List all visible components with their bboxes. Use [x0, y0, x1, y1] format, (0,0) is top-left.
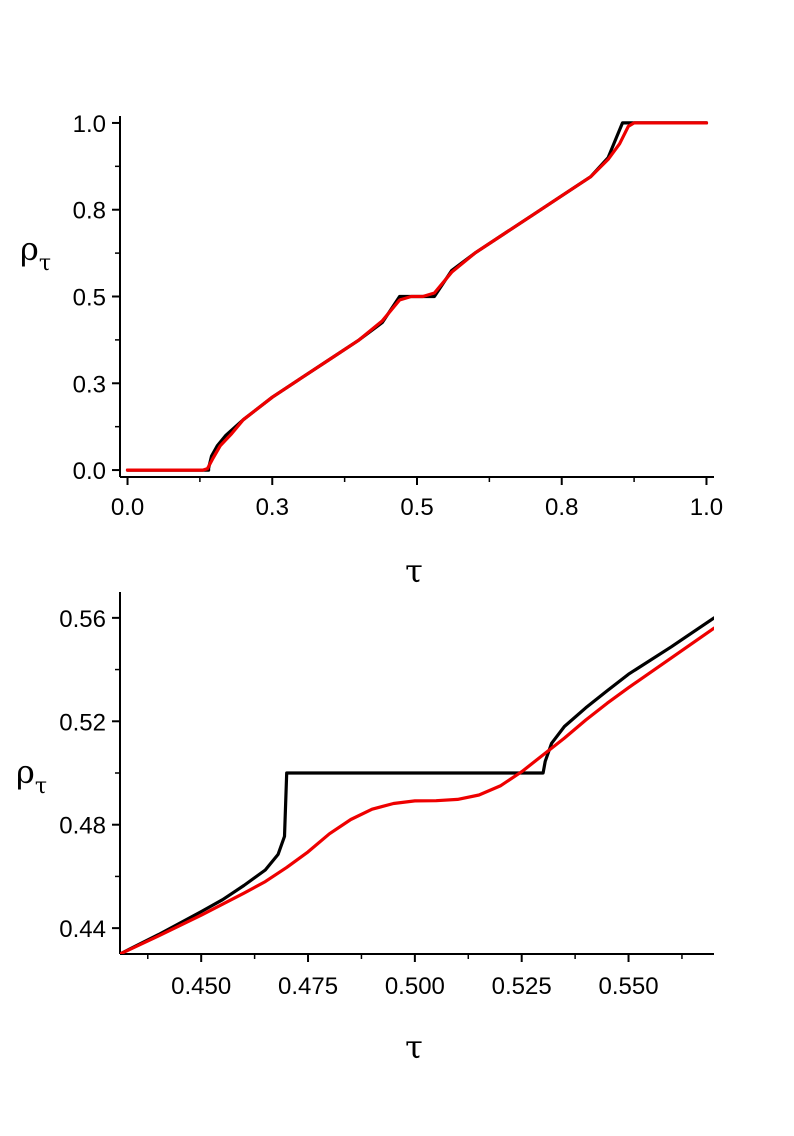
x-tick-label: 0.525: [492, 973, 552, 1000]
y-tick-label: 0.44: [59, 916, 106, 943]
y-tick-label: 0.0: [73, 458, 106, 485]
red-series-line: [120, 626, 714, 954]
x-tick-label: 0.5: [400, 494, 433, 521]
black-series-line: [120, 616, 714, 954]
y-tick-label: 1.0: [73, 111, 106, 138]
x-tick-label: 0.450: [171, 973, 231, 1000]
x-tick-label: 0.500: [385, 973, 445, 1000]
bottom-chart: 0.450 0.475 0.500 0.525 0.550 0.44 0.48 0.52 0.5…: [16, 592, 714, 1066]
x-tick-label: 0.475: [278, 973, 338, 1000]
y-axis-title-subscript: τ: [35, 774, 47, 799]
x-axis-title: τ: [405, 552, 423, 590]
y-tick-label: 0.5: [73, 285, 106, 312]
y-tick-label: 0.3: [73, 371, 106, 398]
x-tick-label: 0.550: [599, 973, 659, 1000]
y-tick-label: 0.56: [59, 606, 106, 633]
x-tick-label: 0.3: [256, 494, 289, 521]
y-tick-label: 0.8: [73, 198, 106, 225]
y-axis-title: ρτ: [20, 230, 51, 276]
y-tick-label: 0.48: [59, 813, 106, 840]
x-axis-title: τ: [405, 1028, 423, 1066]
x-tick-label: 0.8: [545, 494, 578, 521]
red-series-line: [125, 121, 709, 472]
y-axis-title: ρτ: [16, 753, 47, 799]
x-tick-label: 0.0: [111, 494, 144, 521]
x-tick-label: 1.0: [690, 494, 723, 521]
y-axis-title-subscript: τ: [39, 251, 51, 276]
y-tick-label: 0.52: [59, 709, 106, 736]
